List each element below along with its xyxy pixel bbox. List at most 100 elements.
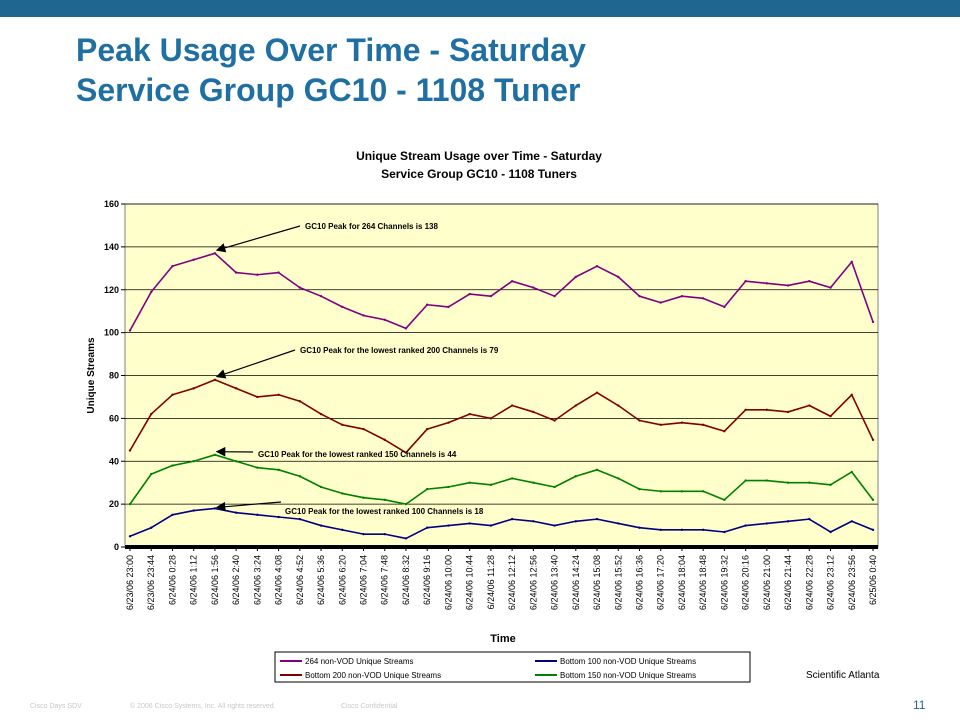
y-tick-label: 100	[104, 328, 119, 338]
data-point	[744, 479, 747, 482]
x-tick-label: 6/24/06 0:28	[167, 555, 177, 605]
data-point	[659, 528, 662, 532]
data-point	[553, 419, 556, 422]
x-tick-label: 6/24/06 1:56	[210, 555, 220, 605]
legend-box	[274, 651, 751, 683]
data-point	[786, 520, 790, 523]
data-point	[510, 404, 514, 407]
data-point	[362, 427, 365, 431]
data-point	[808, 279, 811, 283]
data-point	[701, 528, 705, 532]
data-point	[404, 451, 408, 454]
data-point	[341, 305, 344, 309]
data-point	[171, 513, 174, 517]
data-point	[234, 271, 238, 274]
data-point	[701, 423, 705, 427]
data-point	[808, 517, 811, 521]
x-tick-label: 6/24/06 4:52	[295, 555, 305, 605]
x-tick-label: 6/24/06 15:08	[592, 555, 602, 610]
x-tick-label: 6/24/06 14:24	[571, 555, 581, 610]
data-point	[489, 483, 493, 487]
data-point	[680, 528, 684, 532]
y-tick-label: 80	[109, 371, 119, 381]
data-point	[277, 515, 280, 519]
y-axis-title: Unique Streams	[86, 337, 97, 414]
data-point	[786, 410, 790, 414]
legend-entry: 264 non-VOD Unique Streams	[305, 657, 414, 666]
data-point	[150, 526, 153, 529]
data-point	[447, 524, 450, 527]
data-point	[319, 485, 323, 489]
data-point	[447, 485, 450, 489]
data-point	[298, 286, 302, 289]
data-point	[362, 314, 365, 317]
data-point	[765, 479, 769, 482]
data-point	[426, 303, 429, 306]
x-tick-label: 6/24/06 18:48	[698, 555, 708, 610]
data-point	[468, 412, 471, 416]
data-point	[765, 522, 769, 525]
data-point	[871, 438, 875, 442]
x-tick-label: 6/24/06 1:12	[189, 555, 199, 605]
data-point	[128, 329, 132, 332]
data-point	[850, 393, 853, 396]
legend-entry: Bottom 100 non-VOD Unique Streams	[560, 657, 696, 666]
data-point	[256, 466, 259, 469]
x-tick-label: 6/24/06 18:04	[677, 555, 687, 610]
x-tick-label: 6/24/06 12:56	[528, 555, 538, 610]
x-tick-label: 6/24/06 23:12	[826, 555, 836, 610]
x-tick-label: 6/24/06 10:00	[443, 555, 453, 610]
data-point	[213, 453, 217, 457]
title-line-1: Peak Usage Over Time - Saturday	[76, 32, 586, 68]
title-line-2: Service Group GC10 - 1108 Tuner	[76, 72, 581, 108]
data-point	[277, 271, 280, 274]
data-point	[765, 282, 769, 285]
data-point	[383, 438, 386, 442]
annotation-label: GC10 Peak for the lowest ranked 100 Chan…	[285, 507, 484, 516]
y-tick-label: 120	[104, 285, 119, 295]
data-point	[829, 415, 832, 418]
annotation-arrow	[215, 225, 301, 253]
x-tick-label: 6/24/06 11:28	[486, 555, 496, 609]
data-point	[404, 502, 408, 506]
data-point	[192, 258, 195, 261]
data-point	[510, 477, 514, 480]
x-tick-label: 6/24/06 10:44	[465, 555, 475, 610]
data-point	[723, 530, 726, 534]
data-point	[850, 260, 853, 264]
data-point	[383, 532, 386, 536]
y-tick-label: 40	[109, 456, 119, 466]
data-point	[553, 524, 556, 527]
data-point	[553, 485, 556, 489]
data-point	[426, 487, 429, 491]
data-point	[234, 460, 238, 463]
annotation-label: GC10 Peak for the lowest ranked 150 Chan…	[258, 450, 457, 459]
chart-title: Unique Stream Usage over Time - Saturday	[356, 149, 602, 163]
data-point	[532, 286, 535, 289]
data-point	[617, 404, 620, 407]
y-tick-label: 140	[104, 242, 119, 252]
data-point	[171, 393, 174, 396]
data-point	[638, 419, 641, 422]
data-point	[829, 530, 832, 534]
series-line-1	[129, 252, 874, 331]
data-point	[532, 481, 535, 484]
annotation-arrow	[215, 501, 282, 512]
x-tick-label: 6/24/06 2:40	[231, 555, 241, 605]
data-point	[574, 520, 577, 523]
data-point	[829, 483, 832, 487]
data-point	[128, 502, 132, 506]
data-point	[128, 449, 132, 452]
data-point	[638, 487, 641, 491]
data-point	[871, 528, 875, 532]
data-point	[850, 520, 853, 523]
x-tick-label: 6/24/06 6:20	[337, 555, 347, 605]
data-point	[489, 524, 493, 527]
data-point	[256, 513, 259, 517]
data-point	[298, 400, 302, 403]
data-point	[213, 378, 217, 381]
y-tick-label: 60	[109, 413, 119, 423]
data-point	[213, 507, 217, 510]
data-point	[192, 460, 195, 463]
